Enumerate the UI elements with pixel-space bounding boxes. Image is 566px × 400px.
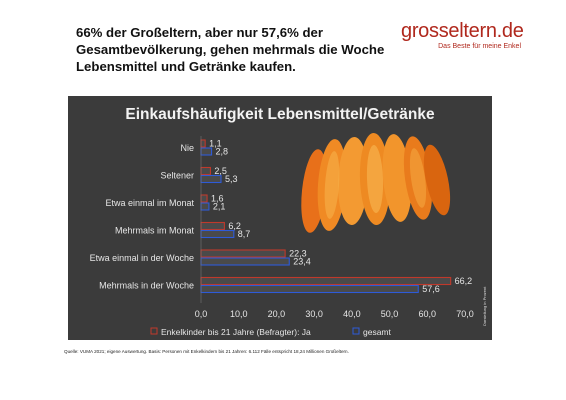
x-tick-label: 10,0 — [230, 309, 248, 319]
x-tick-label: 60,0 — [419, 309, 437, 319]
category-label: Etwa einmal im Monat — [105, 198, 194, 208]
data-label: 5,3 — [225, 174, 238, 184]
legend-label: gesamt — [363, 327, 392, 337]
category-label: Etwa einmal in der Woche — [90, 253, 194, 263]
data-label: 22,3 — [289, 249, 307, 259]
bar-gesamt — [200, 202, 210, 211]
category-label: Mehrmals in der Woche — [99, 281, 194, 291]
chart-title: Einkaufshäufigkeit Lebensmittel/Getränke — [125, 106, 435, 123]
x-tick-label: 50,0 — [381, 309, 399, 319]
data-label: 2,1 — [213, 202, 226, 212]
category-label: Seltener — [160, 171, 194, 181]
category-label: Nie — [180, 143, 194, 153]
data-label: 57,6 — [422, 284, 440, 294]
headline: 66% der Großeltern, aber nur 57,6% der G… — [76, 25, 385, 74]
chart: Einkaufshäufigkeit Lebensmittel/Getränke… — [90, 106, 487, 337]
category-label: Mehrmals im Monat — [115, 226, 195, 236]
bar-gesamt — [200, 174, 222, 184]
bar-enkelkinder — [200, 276, 452, 286]
bar-gesamt — [200, 229, 235, 239]
x-tick-label: 30,0 — [305, 309, 323, 319]
source-note: Quelle: VUMA 2021; eigene Auswertung. Ba… — [64, 349, 349, 354]
legend-swatch — [352, 327, 360, 335]
brand-logo[interactable]: grosseltern.de Das Beste für meine Enkel — [401, 20, 524, 50]
data-label: 66,2 — [455, 276, 473, 286]
bar-gesamt — [200, 147, 213, 156]
side-note: Darstellung in Prozent — [482, 286, 487, 326]
x-tick-label: 40,0 — [343, 309, 361, 319]
chart-panel: Einkaufshäufigkeit Lebensmittel/Getränke… — [68, 96, 492, 340]
bar-enkelkinder — [200, 139, 206, 148]
data-label: 8,7 — [238, 229, 251, 239]
bar-enkelkinder — [200, 166, 211, 176]
data-label: 6,2 — [228, 221, 241, 231]
brand-tagline: Das Beste für meine Enkel — [438, 43, 521, 50]
x-tick-label: 0,0 — [195, 309, 208, 319]
bar-enkelkinder — [200, 249, 286, 258]
bar-enkelkinder — [200, 221, 225, 231]
data-label: 1,1 — [209, 139, 222, 149]
brand-name: grosseltern.de — [401, 20, 524, 42]
data-label: 23,4 — [293, 257, 311, 267]
data-label: 2,5 — [214, 166, 227, 176]
x-tick-label: 70,0 — [456, 309, 474, 319]
data-label: 1,6 — [211, 194, 224, 204]
legend-label: Enkelkinder bis 21 Jahre (Befragter): Ja — [161, 327, 311, 337]
bar-gesamt — [200, 257, 290, 266]
x-tick-label: 20,0 — [268, 309, 286, 319]
orange-slices-image — [301, 133, 451, 233]
data-label: 2,8 — [216, 147, 229, 157]
bar-enkelkinder — [200, 194, 208, 203]
legend-swatch — [150, 327, 158, 335]
bar-gesamt — [200, 284, 419, 294]
